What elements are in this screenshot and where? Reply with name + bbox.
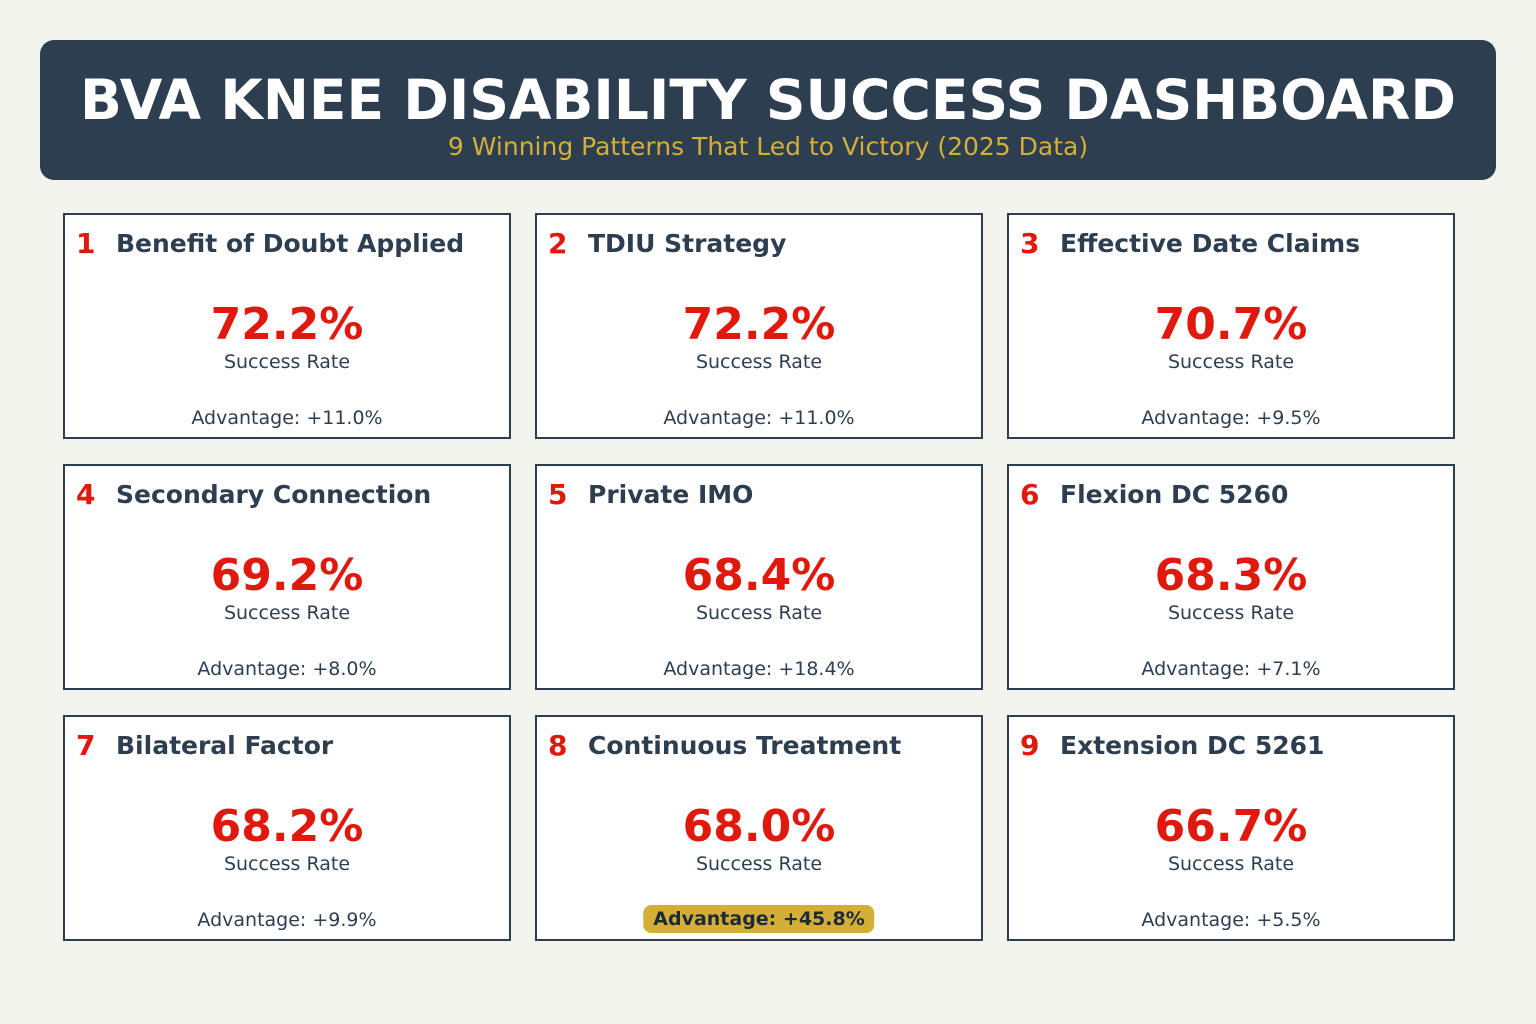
card-rank: 5 xyxy=(548,478,568,511)
pattern-card: 5 Private IMO 68.4% Success Rate Advantage: … xyxy=(535,464,983,690)
card-title: Secondary Connection xyxy=(116,480,432,509)
pattern-card: 4 Secondary Connection 69.2% Success Rate Ad… xyxy=(63,464,511,690)
pattern-card: 3 Effective Date Claims 70.7% Success Rate A… xyxy=(1007,213,1455,439)
pattern-card: 1 Benefit of Doubt Applied 72.2% Success Ra… xyxy=(63,213,511,439)
card-rank: 1 xyxy=(76,227,96,260)
rate-label: Success Rate xyxy=(1167,853,1295,875)
card-title: TDIU Strategy xyxy=(588,229,787,258)
card-rank: 7 xyxy=(76,729,96,762)
advantage: Advantage: +7.1% xyxy=(1141,658,1321,680)
pattern-card: 7 Bilateral Factor 68.2% Success Rate Advant… xyxy=(63,715,511,941)
success-rate: 72.2% xyxy=(210,299,364,350)
card-rank: 4 xyxy=(76,478,96,511)
success-rate: 66.7% xyxy=(1154,801,1308,852)
pattern-card: 6 Flexion DC 5260 68.3% Success Rate Advanta… xyxy=(1007,464,1455,690)
rate-label: Success Rate xyxy=(223,602,351,624)
success-rate: 68.2% xyxy=(210,801,364,852)
advantage: Advantage: +45.8% xyxy=(643,905,875,933)
advantage: Advantage: +18.4% xyxy=(663,658,855,680)
card-title: Extension DC 5261 xyxy=(1060,731,1325,760)
pattern-card: 2 TDIU Strategy 72.2% Success Rate Advantage… xyxy=(535,213,983,439)
card-title: Flexion DC 5260 xyxy=(1060,480,1289,509)
advantage: Advantage: +11.0% xyxy=(663,407,855,429)
rate-label: Success Rate xyxy=(223,351,351,373)
card-rank: 8 xyxy=(548,729,568,762)
advantage: Advantage: +5.5% xyxy=(1141,909,1321,931)
rate-label: Success Rate xyxy=(1167,602,1295,624)
rate-label: Success Rate xyxy=(1167,351,1295,373)
success-rate: 72.2% xyxy=(682,299,836,350)
advantage: Advantage: +9.9% xyxy=(197,909,377,931)
subtitle: 9 Winning Patterns That Led to Victory (… xyxy=(447,132,1089,161)
pattern-card: 9 Extension DC 5261 66.7% Success Rate Advan… xyxy=(1007,715,1455,941)
success-rate: 69.2% xyxy=(210,550,364,601)
card-title: Benefit of Doubt Applied xyxy=(116,229,465,258)
header: BVA KNEE DISABILITY SUCCESS DASHBOARD 9 … xyxy=(40,40,1496,180)
card-title: Private IMO xyxy=(588,480,754,509)
rate-label: Success Rate xyxy=(223,853,351,875)
pattern-card: 8 Continuous Treatment 68.0% Success Rate Ad… xyxy=(535,715,983,941)
title: BVA KNEE DISABILITY SUCCESS DASHBOARD xyxy=(80,68,1456,132)
card-title: Bilateral Factor xyxy=(116,731,334,760)
card-rank: 6 xyxy=(1020,478,1040,511)
rate-label: Success Rate xyxy=(695,351,823,373)
card-title: Effective Date Claims xyxy=(1060,229,1361,258)
rate-label: Success Rate xyxy=(695,602,823,624)
card-rank: 3 xyxy=(1020,227,1040,260)
advantage: Advantage: +8.0% xyxy=(197,658,377,680)
card-title: Continuous Treatment xyxy=(588,731,902,760)
card-rank: 2 xyxy=(548,227,568,260)
success-rate: 68.3% xyxy=(1154,550,1308,601)
success-rate: 68.4% xyxy=(682,550,836,601)
card-rank: 9 xyxy=(1020,729,1040,762)
success-rate: 68.0% xyxy=(682,801,836,852)
success-rate: 70.7% xyxy=(1154,299,1308,350)
rate-label: Success Rate xyxy=(695,853,823,875)
advantage: Advantage: +11.0% xyxy=(191,407,383,429)
advantage: Advantage: +9.5% xyxy=(1141,407,1321,429)
